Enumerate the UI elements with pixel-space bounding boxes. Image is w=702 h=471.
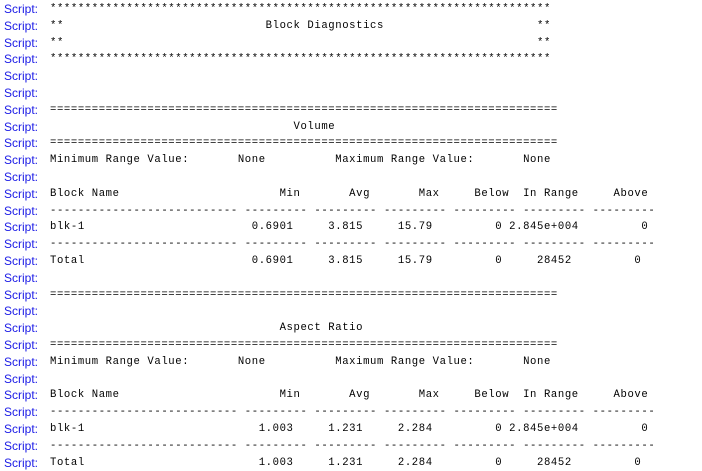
script-prefix: Script:: [4, 186, 39, 201]
script-prefix: Script:: [4, 371, 39, 386]
script-prefix: Script:: [4, 253, 39, 268]
console-line: Script:: [0, 85, 702, 102]
script-prefix: Script:: [4, 321, 39, 336]
script-prefix: Script:: [4, 69, 39, 84]
script-prefix: Script:: [4, 421, 39, 436]
script-prefix: Script:: [4, 18, 39, 33]
table-total-row: Total 0.6901 3.815 15.79 0 28452 0: [50, 254, 642, 267]
script-prefix: Script:: [4, 455, 39, 470]
table-divider: --------------------------- --------- --…: [50, 439, 656, 452]
table-divider: --------------------------- --------- --…: [50, 204, 656, 217]
console-line: Script: Aspect Ratio: [0, 320, 702, 337]
table-row: blk-1 0.6901 3.815 15.79 0 2.845e+004 0: [50, 221, 649, 234]
table-header-row: Block Name Min Avg Max Below In Range Ab…: [50, 187, 649, 200]
range-values-line: Minimum Range Value: None Maximum Range …: [50, 355, 551, 368]
script-prefix: Script:: [4, 2, 39, 16]
script-prefix: Script:: [4, 354, 39, 369]
line-text: ****************************************…: [50, 53, 551, 66]
script-prefix: Script:: [4, 438, 39, 453]
console-line: Script: Minimum Range Value: None Maximum…: [0, 354, 702, 371]
range-values-line: Minimum Range Value: None Maximum Range …: [50, 154, 551, 167]
console-line: Script: ** **: [0, 35, 702, 52]
console-line: Script: blk-1 1.003 1.231 2.284 0 2.845e+…: [0, 421, 702, 438]
table-row: blk-1 1.003 1.231 2.284 0 2.845e+004 0: [50, 422, 649, 435]
separator-line: ========================================…: [50, 338, 558, 351]
separator-line: ========================================…: [50, 103, 558, 116]
table-divider: --------------------------- --------- --…: [50, 406, 656, 419]
console-line: Script: --------------------------- -----…: [0, 404, 702, 421]
script-prefix: Script:: [4, 270, 39, 285]
line-text: ** **: [50, 36, 551, 49]
script-prefix: Script:: [4, 102, 39, 117]
console-line: Script: --------------------------- -----…: [0, 203, 702, 220]
console-line: Script: *********************************…: [0, 1, 702, 18]
console-line: Script: =================================…: [0, 102, 702, 119]
console-line: Script:: [0, 169, 702, 186]
script-prefix: Script:: [4, 85, 39, 100]
console-line: Script: --------------------------- -----…: [0, 438, 702, 455]
section-title-volume: Volume: [50, 120, 336, 133]
script-prefix: Script:: [4, 35, 39, 50]
console-line: Script: --------------------------- -----…: [0, 236, 702, 253]
script-prefix: Script:: [4, 136, 39, 151]
script-prefix: Script:: [4, 304, 39, 319]
script-prefix: Script:: [4, 52, 39, 67]
console-line: Script: Total 1.003 1.231 2.284 0 28452 0: [0, 455, 702, 471]
line-text: ** Block Diagnostics **: [50, 19, 551, 32]
table-total-row: Total 1.003 1.231 2.284 0 28452 0: [50, 456, 642, 469]
script-prefix: Script:: [4, 388, 39, 403]
console-line: Script: ** Block Diagnostics **: [0, 18, 702, 35]
console-line: Script: =================================…: [0, 287, 702, 304]
separator-line: ========================================…: [50, 288, 558, 301]
console-line: Script: Block Name Min Avg Max Below In R…: [0, 186, 702, 203]
section-title-aspect-ratio: Aspect Ratio: [50, 322, 364, 335]
console-line: Script:: [0, 303, 702, 320]
console-line: Script: *********************************…: [0, 51, 702, 68]
script-prefix: Script:: [4, 237, 39, 252]
script-prefix: Script:: [4, 153, 39, 168]
script-prefix: Script:: [4, 203, 39, 218]
console-line: Script: blk-1 0.6901 3.815 15.79 0 2.845e…: [0, 219, 702, 236]
console-line: Script:: [0, 68, 702, 85]
script-prefix: Script:: [4, 337, 39, 352]
console-line: Script: Minimum Range Value: None Maximum…: [0, 152, 702, 169]
console-line: Script: Block Name Min Avg Max Below In R…: [0, 387, 702, 404]
console-line: Script: =================================…: [0, 337, 702, 354]
console-line: Script:: [0, 371, 702, 388]
console-line: Script: Volume: [0, 119, 702, 136]
table-header-row: Block Name Min Avg Max Below In Range Ab…: [50, 389, 649, 402]
script-prefix: Script:: [4, 119, 39, 134]
table-divider: --------------------------- --------- --…: [50, 238, 656, 251]
separator-line: ========================================…: [50, 137, 558, 150]
line-text: ****************************************…: [50, 3, 551, 15]
script-prefix: Script:: [4, 169, 39, 184]
script-prefix: Script:: [4, 287, 39, 302]
console-line: Script: =================================…: [0, 135, 702, 152]
script-prefix: Script:: [4, 220, 39, 235]
console-line: Script: Total 0.6901 3.815 15.79 0 28452 …: [0, 253, 702, 270]
script-prefix: Script:: [4, 405, 39, 420]
console-line: Script:: [0, 270, 702, 287]
